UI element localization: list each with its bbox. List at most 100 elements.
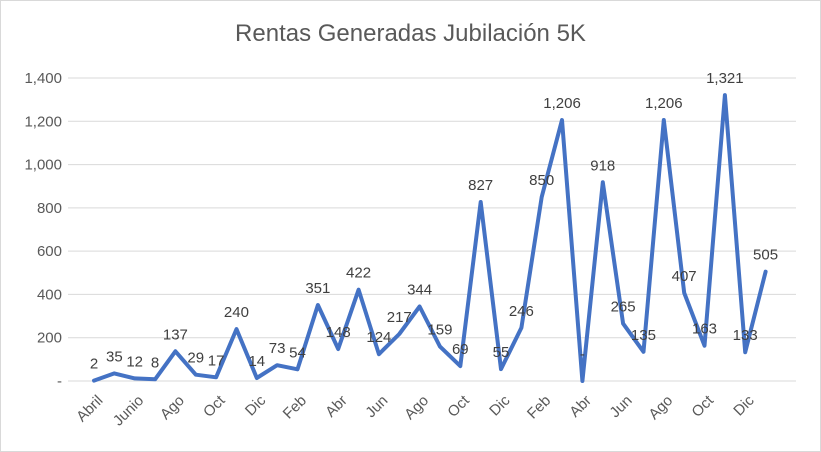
data-point <box>214 375 218 379</box>
gridlines <box>68 77 796 382</box>
data-point <box>743 350 747 354</box>
data-point <box>92 379 96 383</box>
data-point <box>255 376 259 380</box>
data-label: 2 <box>90 356 98 373</box>
x-tick-label: Dic <box>242 392 270 420</box>
data-label: 246 <box>509 303 534 320</box>
data-point <box>173 349 177 353</box>
data-point <box>377 352 381 356</box>
x-tick-label: Feb <box>524 392 554 422</box>
data-label: 217 <box>387 309 412 326</box>
data-label: 407 <box>672 268 697 285</box>
data-label: 505 <box>753 247 778 264</box>
data-point <box>703 344 706 348</box>
data-point <box>560 118 564 122</box>
x-tick-label: Jun <box>606 392 635 421</box>
x-tick-label: Jun <box>362 392 391 421</box>
x-tick-label: Junio <box>110 392 147 429</box>
data-label: 55 <box>493 344 510 361</box>
data-point <box>296 367 299 371</box>
data-label: 69 <box>452 341 469 358</box>
data-label: 265 <box>611 299 636 316</box>
data-point <box>153 377 157 381</box>
y-tick-label: 200 <box>37 330 62 347</box>
data-point <box>621 322 625 326</box>
data-label: 124 <box>366 329 391 346</box>
x-tick-label: Dic <box>486 392 514 420</box>
data-label: 240 <box>224 304 249 321</box>
data-point <box>397 332 401 336</box>
data-point <box>580 379 584 383</box>
data-point <box>662 118 666 122</box>
data-point <box>316 303 320 307</box>
x-tick-label: Oct <box>200 392 229 421</box>
x-tick-label: Oct <box>444 392 473 421</box>
data-point <box>438 345 442 349</box>
data-label: 918 <box>590 157 615 174</box>
y-tick-label: 400 <box>37 286 62 303</box>
data-label: 133 <box>733 327 758 344</box>
data-label: 1,206 <box>645 95 683 112</box>
x-axis-ticks: Abril Junio Ago Oct Dic Feb Abr Jun Ago Oct Dic Feb… <box>73 392 758 430</box>
x-tick-label: Ago <box>401 392 432 423</box>
x-tick-label: Abr <box>566 392 595 421</box>
series-line <box>92 93 768 383</box>
data-label: 135 <box>631 327 656 344</box>
data-label: - <box>580 346 585 363</box>
y-tick-label: 1,200 <box>24 113 62 130</box>
y-axis-ticks: - 200 400 600 800 1,000 1,200 1,400 <box>24 70 62 390</box>
y-tick-label: 1,400 <box>24 70 62 87</box>
data-label: 137 <box>163 326 188 343</box>
data-point <box>112 371 116 375</box>
data-point <box>682 291 686 295</box>
y-tick-label: 800 <box>37 200 62 217</box>
y-tick-label: 600 <box>37 243 62 260</box>
data-label: 29 <box>187 350 204 367</box>
y-tick-label: 1,000 <box>24 157 62 174</box>
data-label: 1,206 <box>543 95 581 112</box>
x-tick-label: Oct <box>688 392 717 421</box>
x-tick-label: Dic <box>730 392 758 420</box>
data-point <box>418 305 422 309</box>
data-label: 73 <box>269 340 286 357</box>
data-label: 14 <box>248 353 265 370</box>
data-point <box>458 364 462 368</box>
data-label: 344 <box>407 282 432 299</box>
data-label: 422 <box>346 265 371 282</box>
data-label: 1,321 <box>706 70 744 87</box>
data-label: 850 <box>529 172 554 189</box>
data-label: 8 <box>151 354 159 371</box>
y-tick-label: - <box>57 373 62 390</box>
chart-title: Rentas Generadas Jubilación 5K <box>235 20 586 47</box>
data-label: 159 <box>427 322 452 339</box>
data-label: 54 <box>289 344 306 361</box>
data-label: 827 <box>468 177 493 194</box>
data-point <box>275 363 279 367</box>
data-label: 163 <box>692 321 717 338</box>
data-point <box>234 327 238 331</box>
data-point <box>519 326 523 330</box>
x-tick-label: Abril <box>73 392 106 425</box>
x-tick-label: Abr <box>322 392 351 421</box>
data-point <box>133 376 137 380</box>
data-point <box>764 270 768 274</box>
x-tick-label: Ago <box>645 392 676 423</box>
data-point <box>479 200 483 204</box>
data-label: 17 <box>208 352 225 369</box>
data-label: 35 <box>106 348 123 365</box>
data-point <box>357 288 361 292</box>
data-point <box>723 93 727 97</box>
data-point <box>194 373 198 377</box>
data-label: 148 <box>326 324 351 341</box>
series-line-path <box>92 93 768 383</box>
data-point <box>601 180 605 184</box>
x-tick-label: Feb <box>280 392 310 422</box>
data-point <box>540 195 544 199</box>
data-point <box>499 367 503 371</box>
data-label: 12 <box>126 353 143 370</box>
x-tick-label: Ago <box>157 392 188 423</box>
data-label: 351 <box>305 280 330 297</box>
data-point <box>336 347 340 351</box>
